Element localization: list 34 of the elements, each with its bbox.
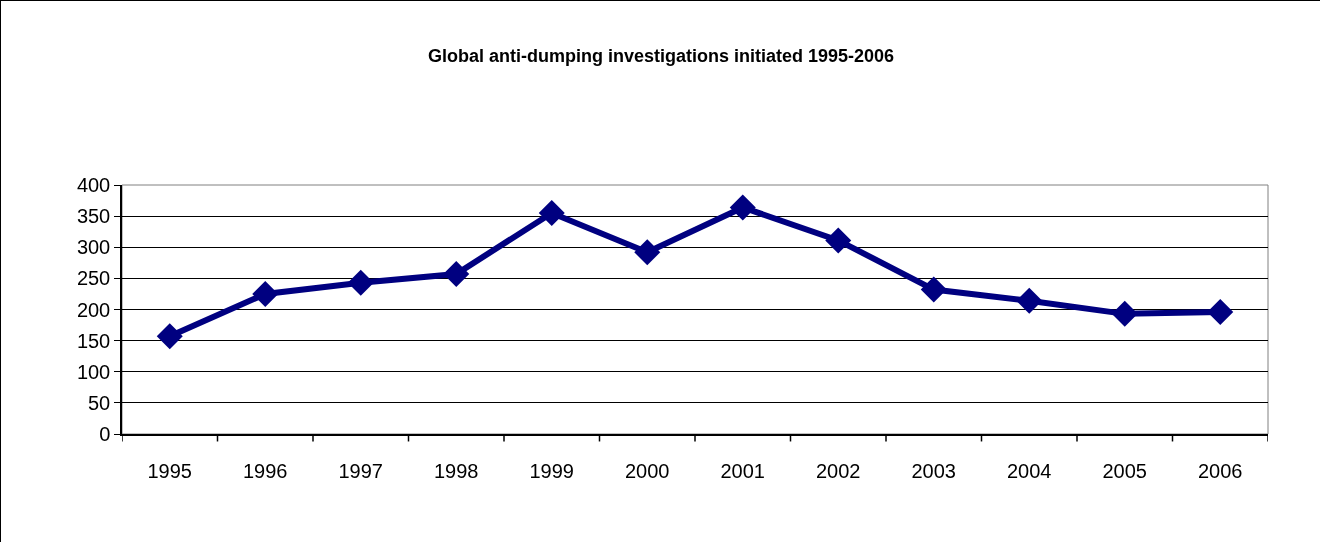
y-tick-label: 150 [76, 329, 111, 352]
point [156, 323, 183, 350]
y-tick-label: 0 [99, 423, 111, 445]
point [347, 269, 374, 296]
point [538, 200, 565, 227]
y-tick-label: 300 [76, 236, 111, 259]
x-tick-label: 2000 [625, 459, 670, 482]
y-tick-label: 50 [88, 391, 111, 414]
point [729, 194, 756, 221]
point [1207, 298, 1234, 325]
chart-title: Global anti-dumping investigations initiated 1995-2006 [427, 45, 895, 66]
point [252, 280, 279, 307]
point [920, 276, 947, 303]
point [634, 239, 661, 266]
x-tick-label: 2001 [720, 459, 765, 482]
x-tick-label: 1998 [434, 459, 479, 482]
x-tick-label: 2002 [816, 459, 861, 482]
x-tick-label: 2003 [911, 459, 956, 482]
y-tick-label: 200 [76, 298, 111, 321]
x-tick-label: 1996 [243, 459, 288, 482]
x-tick-label: 1997 [338, 459, 383, 482]
y-tick-label: 100 [76, 360, 111, 383]
y-tick-label: 250 [76, 267, 111, 290]
point [443, 261, 470, 288]
point [1016, 287, 1043, 314]
x-tick-label: 2006 [1198, 459, 1243, 482]
y-tick-label: 400 [76, 174, 111, 196]
y-tick-label: 350 [76, 205, 111, 228]
x-tick-label: 2004 [1007, 459, 1052, 482]
x-tick-label: 2005 [1102, 459, 1147, 482]
x-tick-label: 1995 [147, 459, 192, 482]
x-tick-label: 1999 [529, 459, 574, 482]
point [1111, 300, 1138, 327]
point [825, 227, 852, 254]
